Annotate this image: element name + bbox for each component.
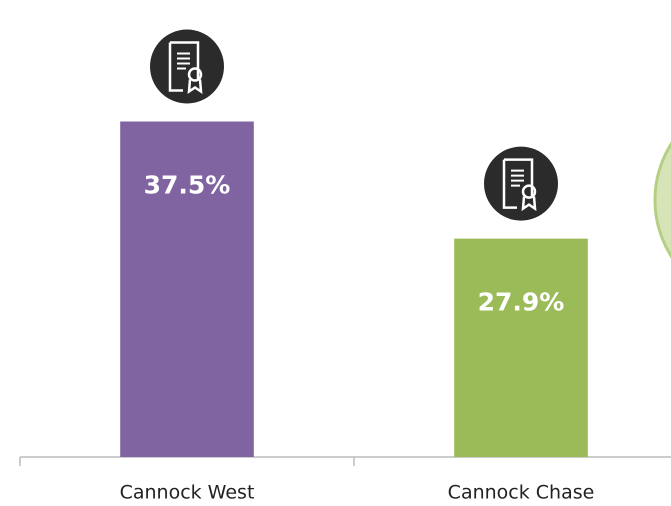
bar: [454, 238, 588, 457]
icon-seal: [521, 184, 537, 199]
icon-circle: [484, 146, 558, 221]
value-label: 27.9%: [478, 288, 565, 317]
certificate-icon: [150, 29, 224, 104]
certificate-icon: [484, 146, 558, 221]
icon-circle: [150, 29, 224, 104]
icon-seal: [187, 67, 203, 82]
x-tick-label: Cannock West: [120, 482, 255, 504]
icon-document: [502, 158, 534, 209]
x-tick-label: Cannock Chase: [448, 482, 595, 504]
icon-document: [168, 41, 200, 92]
decorative-circle: [653, 141, 671, 259]
value-label: 37.5%: [144, 171, 231, 200]
icon-ribbon: [187, 79, 203, 94]
icon-ribbon: [521, 196, 537, 212]
bar: [120, 121, 254, 457]
